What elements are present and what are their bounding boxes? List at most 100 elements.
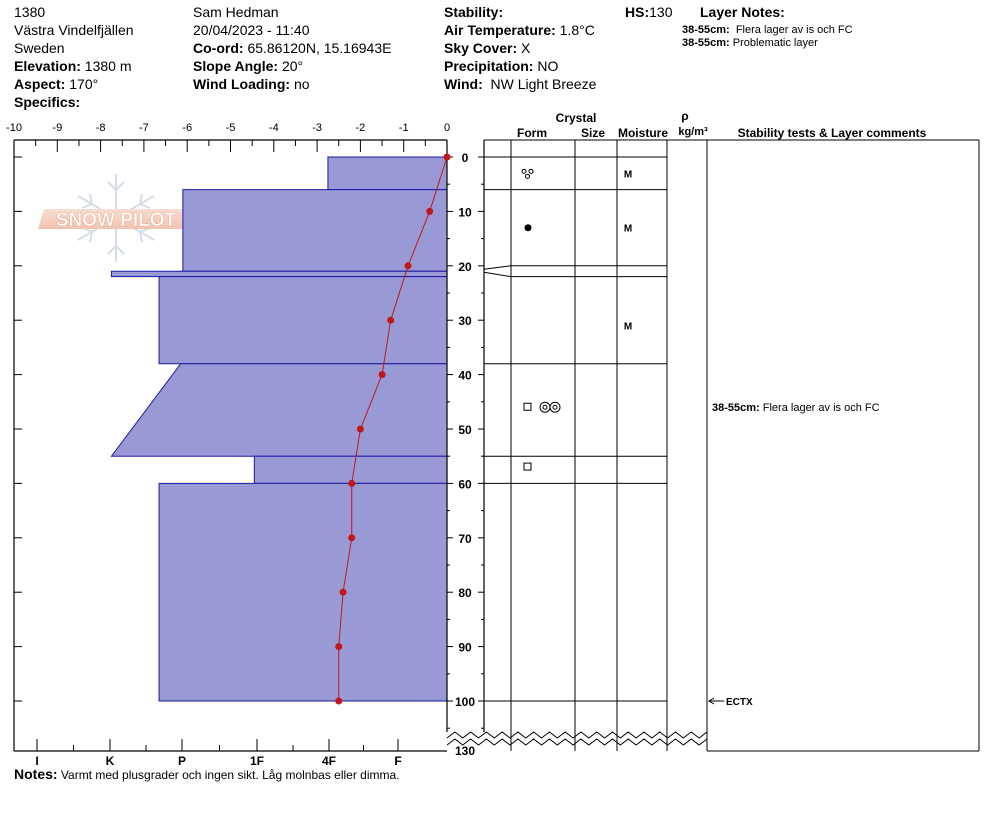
depth-tick-label: 90 [458,641,472,655]
hardness-layer-bar [158,276,448,365]
layer-notes: Layer Notes: [700,3,785,21]
aspect-row: Aspect: 170° [14,76,99,92]
hardness-tick-label: 1F [250,754,264,768]
temperature-point [443,153,451,161]
temp-tick-label: -6 [182,122,192,134]
snowpilot-logo: SNOW PILOT [38,174,194,262]
depth-tick-label: 100 [455,695,475,709]
depth-hoar-icon [549,401,561,413]
temperature-point [348,534,356,542]
hardness-tick-label: I [35,754,38,768]
layer-notes-title: Layer Notes: [700,4,785,20]
moisture-value: M [624,224,632,235]
temperature-point [339,588,347,596]
moisture-header: Moisture [618,126,668,140]
wind-loading-value: no [293,76,310,92]
rounded-grains-icon [528,168,534,174]
depth-tick-label: 80 [458,586,472,600]
temp-tick-label: -3 [312,122,322,134]
depth-bottom-label: 130 [455,744,475,758]
size-header: Size [581,126,605,140]
layer-comment-text: Flera lager av is och FC [763,402,880,414]
wind-value: NW Light Breeze [490,76,597,92]
stability-row: Stability: [444,4,504,20]
rounded-grains-icon [521,168,527,174]
weather-info: Stability: Air Temperature: 1.8°C Sky Co… [444,3,596,93]
temperature-point [348,479,356,487]
specifics-row: Specifics: [14,94,81,110]
temperature-point [378,371,386,379]
depth-tick-label: 70 [458,532,472,546]
notes: Notes: Varmt med plusgrader och ingen si… [14,766,400,782]
faceted-icon [523,402,532,411]
hardness-tick-label: K [106,754,115,768]
rounded-grains-icon [525,173,530,179]
temp-tick-label: -5 [226,122,236,134]
layer-connector [483,265,512,270]
temperature-point [404,262,412,270]
hs-info: HS:130 [625,4,673,20]
form-header: Form [517,126,547,140]
temp-tick-label: -10 [6,122,22,134]
depth-hoar-icon [539,401,551,413]
moisture-value: M [624,322,632,333]
air-temp-value: 1.8°C [559,22,595,38]
hardness-tick-label: P [178,754,186,768]
depth-hoar-icon [542,404,548,410]
axis-break-lower [446,738,708,746]
aspect-value: 170° [69,76,99,92]
slope-value: 20° [281,58,304,74]
wind-loading-row: Wind Loading: no [193,76,310,92]
layer-notes-list: 38-55cm: Flera lager av is och FC 38-55c… [682,24,853,50]
layer-comment-range: 38-55cm: [712,402,763,414]
hardness-profile [110,156,448,702]
hardness-layer-bar [110,270,448,278]
air-temp-row: Air Temperature: 1.8°C [444,22,595,38]
hardness-axis: I K P 1F 4F F [35,739,402,768]
layer-comment: 38-55cm: Flera lager av is och FC [712,402,880,414]
temp-tick-label: -8 [96,122,106,134]
observer: Sam Hedman [193,4,279,20]
faceted-icon [523,462,532,471]
temperature-point [356,425,364,433]
slope-row: Slope Angle: 20° [193,58,304,74]
temp-tick-label: -4 [269,122,279,134]
depth-hoar-icon [552,404,558,410]
notes-text: Varmt med plusgrader och ingen sikt. Låg… [60,768,400,782]
observer-info: Sam Hedman 20/04/2023 - 11:40 Co-ord: 65… [193,3,391,93]
layer-table [484,139,980,752]
hardness-tick-label: 4F [322,754,336,768]
layer-connector [483,271,512,278]
notes-label: Notes: [14,766,58,782]
temperature-point [335,643,343,651]
site-info: 1380 Västra Vindelfjällen Sweden Elevati… [14,3,134,111]
hardness-layer-bar [253,455,448,484]
moisture-value: M [624,169,632,180]
temperature-profile [335,153,451,705]
depth-tick-label: 30 [458,314,472,328]
stability-test-arrowhead [708,697,715,705]
stability-test-label: ECTX [726,697,753,708]
precip-value: NO [537,58,559,74]
hardness-layer-bar [182,189,448,272]
temperature-point [426,207,434,215]
hardness-layer-bar [158,482,448,702]
depth-tick-label: 40 [458,369,472,383]
layer-table-content: M M M 38-55cm: Flera lager av is och FC ECTX [483,156,880,708]
precip-row: Precipitation: NO [444,58,559,74]
location: Västra Vindelfjällen [14,22,134,38]
logo-text: SNOW PILOT [56,210,177,231]
temp-tick-label: -2 [356,122,366,134]
temp-tick-label: -7 [139,122,149,134]
depth-tick-label: 60 [458,477,472,491]
elevation-row: Elevation: 1380 m [14,58,132,74]
sky-row: Sky Cover: X [444,40,531,56]
wind-row: Wind: NW Light Breeze [444,76,597,92]
coord-row: Co-ord: 65.86120N, 15.16943E [193,40,392,56]
temp-tick-label: -9 [52,122,62,134]
depth-tick-label: 0 [462,151,469,165]
density-symbol: ρ [681,109,688,123]
hs-value: 130 [649,4,673,20]
temperature-point [335,697,343,705]
